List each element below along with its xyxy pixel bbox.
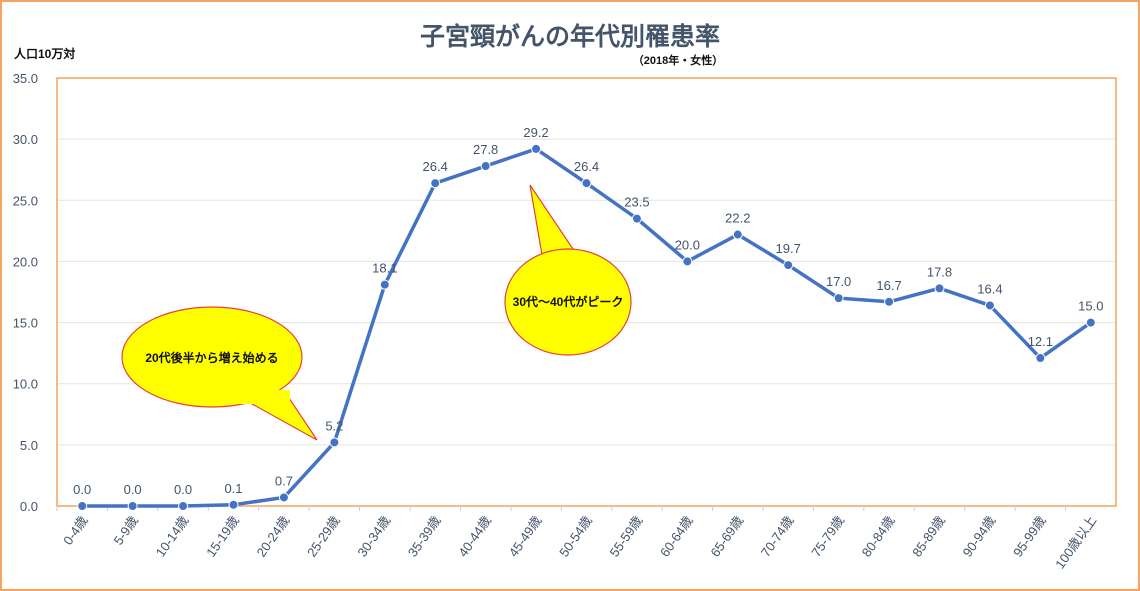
data-label: 29.2 (523, 125, 548, 140)
data-point (1035, 353, 1046, 364)
data-point (732, 229, 743, 240)
data-point (1085, 317, 1096, 328)
data-point (884, 296, 895, 307)
data-label: 0.1 (224, 481, 242, 496)
data-label: 18.1 (372, 261, 397, 276)
data-label: 19.7 (776, 241, 801, 256)
callout-bubble (121, 306, 303, 408)
data-label: 20.0 (675, 237, 700, 252)
data-label: 22.2 (725, 211, 750, 226)
data-point (984, 300, 995, 311)
y-tick-label: 15.0 (13, 316, 38, 331)
data-label: 16.4 (977, 281, 1002, 296)
data-point (379, 279, 390, 290)
y-tick-label: 30.0 (13, 132, 38, 147)
data-point (531, 143, 542, 154)
y-tick-label: 20.0 (13, 254, 38, 269)
data-label: 26.4 (574, 159, 599, 174)
data-label: 17.0 (826, 274, 851, 289)
data-label: 26.4 (423, 159, 448, 174)
data-point (783, 260, 794, 271)
callout-bubble (504, 248, 632, 356)
data-point (127, 501, 138, 511)
data-label: 23.5 (624, 195, 649, 210)
callout-joint (236, 390, 290, 404)
data-point (430, 178, 441, 189)
data-point (278, 492, 289, 503)
callout-text: 30代〜40代がピーク (513, 294, 624, 309)
data-point (329, 437, 340, 448)
data-point (228, 499, 239, 510)
y-axis-label: 人口10万対 (14, 46, 75, 61)
data-point (480, 161, 491, 172)
data-label: 16.7 (876, 278, 901, 293)
chart-subtitle: （2018年・女性） (633, 53, 723, 67)
data-point (833, 293, 844, 304)
plot-area (56, 77, 1117, 507)
data-point (631, 213, 642, 224)
data-label: 5.2 (325, 418, 343, 433)
data-label: 27.8 (473, 142, 498, 157)
data-label: 15.0 (1078, 299, 1103, 314)
y-tick-label: 5.0 (20, 438, 38, 453)
data-point (77, 501, 88, 511)
y-tick-label: 10.0 (13, 377, 38, 392)
data-label: 0.0 (124, 482, 142, 497)
data-label: 0.0 (174, 482, 192, 497)
callout-text: 20代後半から増え始める (145, 350, 278, 365)
data-label: 17.8 (927, 264, 952, 279)
data-label: 12.1 (1028, 334, 1053, 349)
data-point (178, 501, 189, 511)
y-tick-label: 35.0 (13, 71, 38, 86)
y-tick-label: 25.0 (13, 193, 38, 208)
data-label: 0.7 (275, 473, 293, 488)
data-point (934, 283, 945, 294)
chart-title: 子宮頸がんの年代別罹患率 (420, 22, 720, 51)
data-point (682, 256, 693, 267)
data-label: 0.0 (73, 482, 91, 497)
data-point (581, 178, 592, 189)
y-tick-label: 0.0 (20, 499, 38, 514)
